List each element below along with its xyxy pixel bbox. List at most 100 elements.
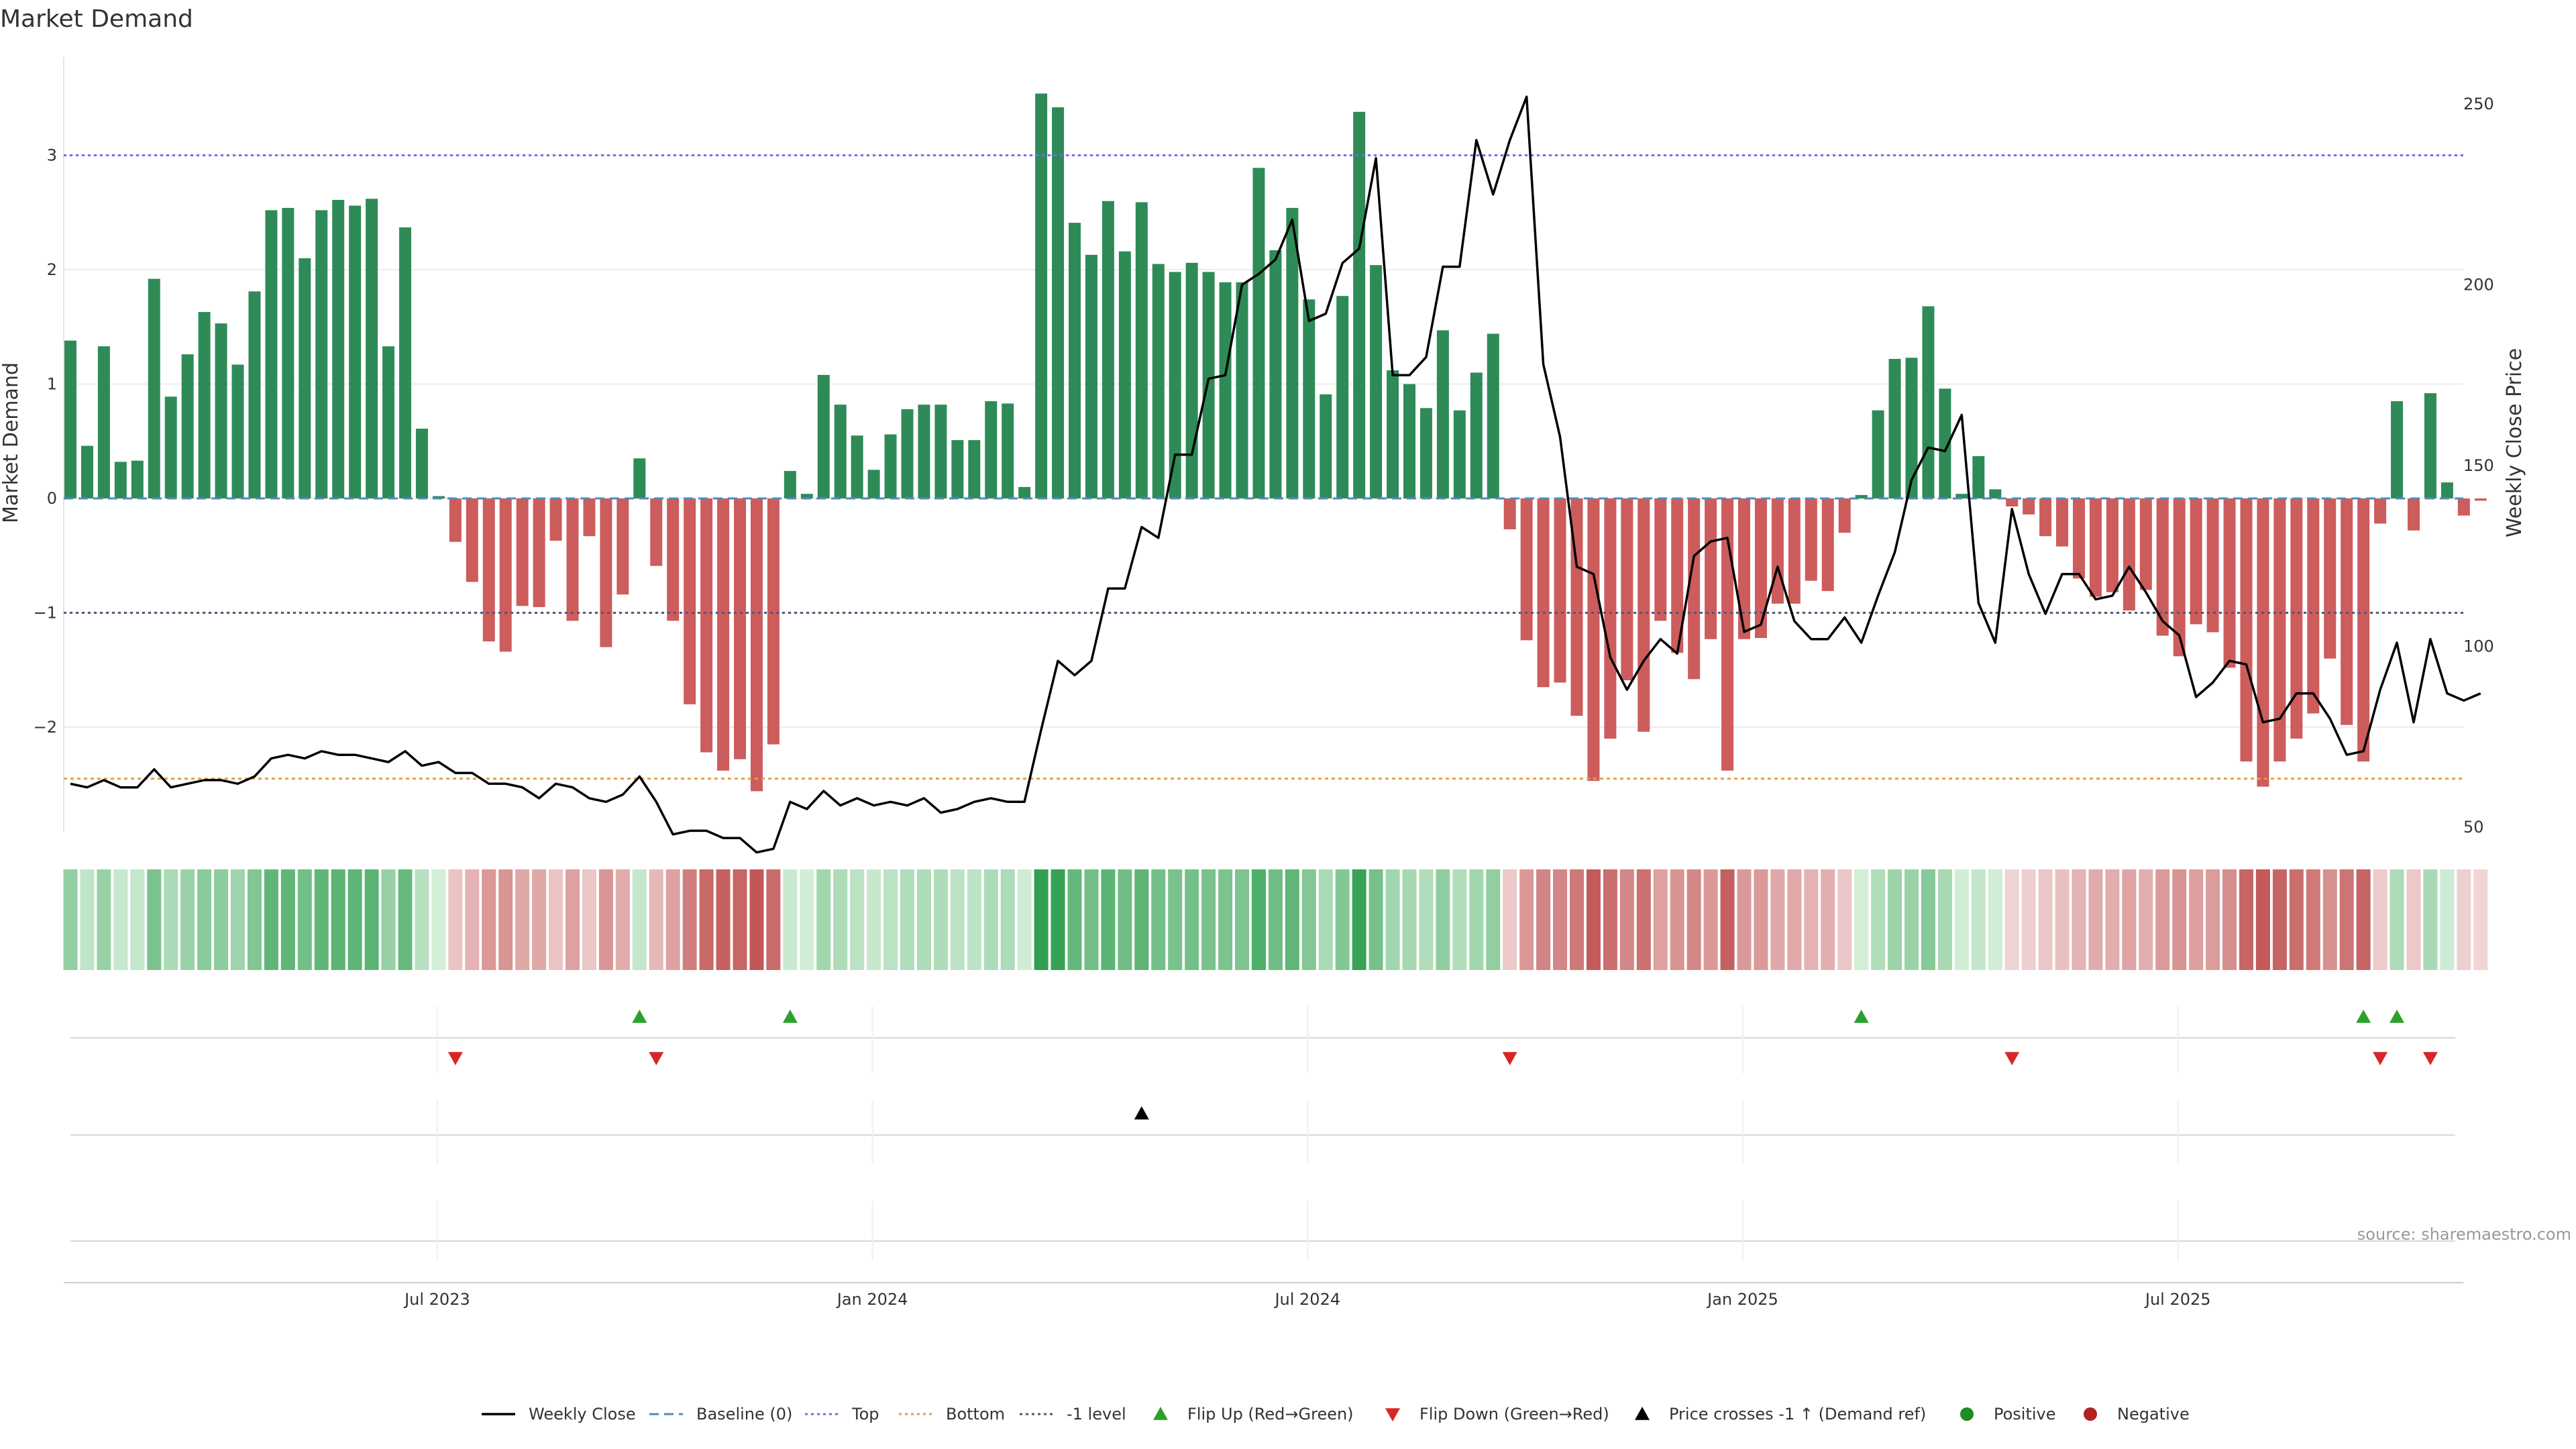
strip-cell [1670, 869, 1684, 970]
demand-bar [315, 210, 328, 498]
strip-cell [1888, 869, 1902, 970]
strip-cell [2021, 869, 2036, 970]
demand-bar [432, 496, 445, 498]
strip-cell [749, 869, 764, 970]
strip-cell [1686, 869, 1701, 970]
demand-bar [1805, 498, 1817, 581]
demand-bar [985, 401, 998, 498]
y2-tick-label: 200 [2463, 276, 2494, 294]
strip-cell [347, 869, 362, 970]
legend-swatch [1153, 1407, 1168, 1420]
strip-cell [682, 869, 697, 970]
demand-bar [449, 498, 462, 542]
x-axis: Jul 2023 Jan 2024 Jul 2024 Jan 2025 Jul 2025 [64, 1282, 2463, 1309]
demand-bar [1052, 107, 1065, 498]
strip-cell [515, 869, 530, 970]
demand-bar [717, 498, 730, 771]
strip-cell [1854, 869, 1869, 970]
strip-cell [933, 869, 948, 970]
strip-cell [1101, 869, 1116, 970]
strip-cell [97, 869, 111, 970]
flip-down-marker [1502, 1052, 1517, 1065]
strip-cell [80, 869, 95, 970]
demand-bar [2257, 498, 2269, 787]
strip-cell [147, 869, 162, 970]
demand-bar [1905, 358, 1918, 498]
demand-bar [1320, 394, 1332, 498]
demand-bar [800, 494, 813, 498]
strip-cell [1971, 869, 1986, 970]
demand-bar [1955, 494, 1968, 498]
legend-label: Price crosses -1 ↑ (Demand ref) [1669, 1405, 1926, 1424]
strip-cell [2122, 869, 2137, 970]
legend-swatch [1635, 1407, 1650, 1420]
strip-cell [2072, 869, 2086, 970]
strip-cell [2457, 869, 2471, 970]
demand-bar [499, 498, 512, 652]
strip-cell [2055, 869, 2070, 970]
strip-cell [1871, 869, 1886, 970]
demand-bar [1570, 498, 1583, 716]
strip-cell [1017, 869, 1032, 970]
demand-bar [64, 340, 76, 498]
strip-cell [1837, 869, 1852, 970]
demand-bar [181, 354, 194, 498]
demand-bar [2056, 498, 2069, 547]
demand-bar [516, 498, 529, 606]
strip-cell [1235, 869, 1249, 970]
strip-cell [699, 869, 714, 970]
y2-tick-label: 150 [2463, 456, 2494, 475]
demand-bar [2156, 498, 2169, 636]
strip-cell [1821, 869, 1835, 970]
demand-bar [2341, 498, 2353, 725]
strip-cell [113, 869, 128, 970]
y-tick-label: 0 [47, 489, 57, 508]
strip-cell [1118, 869, 1132, 970]
strip-cell [1168, 869, 1183, 970]
strip-cell [2373, 869, 2387, 970]
demand-bar [2307, 498, 2320, 714]
flip-down-marker [2004, 1052, 2020, 1065]
x-tick-label: Jan 2024 [836, 1290, 908, 1309]
strip-cell [197, 869, 212, 970]
demand-bar [2206, 498, 2219, 633]
strip-cell [983, 869, 998, 970]
strip-cell [1703, 869, 1718, 970]
strip-cell [1904, 869, 1919, 970]
y2-axis-label: Weekly Close Price [2503, 348, 2526, 537]
strip-cell [2322, 869, 2337, 970]
demand-bar [282, 207, 294, 498]
demand-bar [265, 210, 278, 498]
demand-bar [2440, 482, 2453, 498]
x-tick-label: Jan 2025 [1706, 1290, 1778, 1309]
demand-bar [2408, 498, 2420, 531]
demand-bar [1554, 498, 1566, 683]
demand-bar [533, 498, 545, 607]
demand-bar [1721, 498, 1734, 771]
strip-cell [1251, 869, 1266, 970]
strip-cell [1921, 869, 1935, 970]
strip-cell [1503, 869, 1517, 970]
demand-bar [784, 471, 796, 498]
strip-cell [649, 869, 663, 970]
demand-bar [1503, 498, 1516, 530]
legend-label: Flip Up (Red→Green) [1187, 1405, 1354, 1424]
strip-cell [1804, 869, 1819, 970]
strip-cell [1151, 869, 1166, 970]
strip-cell [1737, 869, 1752, 970]
strip-cell [800, 869, 814, 970]
strip-cell [2038, 869, 2053, 970]
strip-cell [1285, 869, 1299, 970]
demand-bar [867, 470, 880, 498]
demand-bar [1671, 498, 1684, 653]
demand-bar [1520, 498, 1533, 641]
demand-bar [918, 405, 930, 498]
strip-cell [1536, 869, 1551, 970]
strip-cell [1201, 869, 1216, 970]
demand-bar [1738, 498, 1750, 639]
demand-bar [1922, 306, 1935, 498]
strip-cell [364, 869, 379, 970]
strip-cell [415, 869, 429, 970]
demand-bar [1085, 254, 1097, 498]
